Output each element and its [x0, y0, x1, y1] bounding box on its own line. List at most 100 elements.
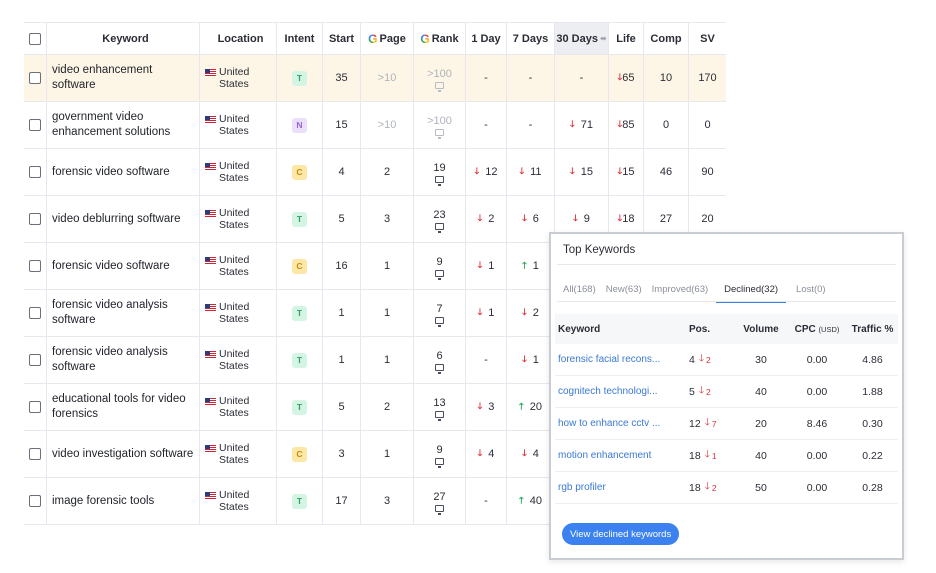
- top-keyword-link[interactable]: how to enhance cctv ...: [558, 418, 661, 429]
- days30-change: 🡓 71: [555, 102, 609, 148]
- life-change: 🡓 85: [618, 117, 635, 133]
- header-life[interactable]: Life: [609, 23, 644, 54]
- table-row[interactable]: video enhancement software United States T 3…: [24, 55, 726, 102]
- page-cell: 1: [361, 290, 414, 336]
- sv-value: 170: [698, 72, 717, 84]
- tab-lost[interactable]: Lost(0): [796, 284, 826, 295]
- start-cell: 5: [323, 384, 361, 430]
- intent-cell: T: [277, 55, 323, 101]
- table-row[interactable]: image forensic tools United States T 17 3 27 - 🡑…: [24, 478, 726, 525]
- rank-cell: 23: [414, 196, 466, 242]
- keyword-cell: video enhancement software: [47, 55, 200, 101]
- top-keyword-link[interactable]: cognitech technologi...: [558, 386, 658, 397]
- position-value: 18: [689, 481, 701, 494]
- sv-cell: 20: [689, 196, 726, 242]
- traffic-value: 0.22: [862, 449, 883, 462]
- table-row[interactable]: video deblurring software United States T 5 3…: [24, 196, 726, 243]
- row-checkbox[interactable]: [29, 119, 41, 131]
- location-text: United States: [219, 207, 249, 231]
- header-comp[interactable]: Comp: [644, 23, 689, 54]
- table-row[interactable]: government video enhancement solutions Un…: [24, 102, 726, 149]
- days30-change: -: [555, 55, 609, 101]
- position: 4 🡓 2: [689, 351, 735, 368]
- keyword-text[interactable]: forensic video analysis software: [52, 299, 168, 326]
- keyword-text[interactable]: forensic video software: [52, 259, 170, 272]
- header-30-days[interactable]: 30 Days ⬌: [555, 23, 609, 54]
- header-keyword-label: Keyword: [102, 32, 149, 45]
- row-checkbox[interactable]: [29, 495, 41, 507]
- position-change-value: 2: [706, 386, 711, 397]
- start-value: 1: [338, 354, 345, 366]
- keyword-text[interactable]: video investigation software: [52, 447, 194, 460]
- keyword-text[interactable]: government video enhancement solutions: [52, 111, 171, 138]
- top-keywords-body: forensic facial recons... 4 🡓 2 30 0.00 4.86 co…: [555, 344, 898, 504]
- desktop-icon: [435, 457, 444, 468]
- header-start[interactable]: Start: [323, 23, 361, 54]
- days7-change-value: 🡓 2: [522, 305, 539, 321]
- tab-all[interactable]: All(168): [563, 284, 596, 295]
- keyword-text[interactable]: educational tools for video forensics: [52, 393, 186, 420]
- row-checkbox[interactable]: [29, 307, 41, 319]
- header-intent[interactable]: Intent: [277, 23, 323, 54]
- days7-change-value: 🡓 11: [519, 164, 541, 180]
- top-keyword-link[interactable]: motion enhancement: [558, 450, 652, 461]
- position-change-value: 2: [711, 482, 717, 493]
- location-text: United States: [219, 113, 249, 137]
- day1-change-text: -: [484, 495, 488, 507]
- header-page[interactable]: G Page: [361, 23, 414, 54]
- tab-declined[interactable]: Declined(32): [716, 284, 787, 303]
- arrow-down-icon: 🡓: [617, 213, 623, 223]
- days7-change-value: 🡓 4: [522, 446, 539, 462]
- header-rank[interactable]: G Rank: [414, 23, 466, 54]
- days7-change-text: 40: [529, 495, 542, 507]
- header-7-days[interactable]: 7 Days: [507, 23, 555, 54]
- position-change: 🡓 2: [699, 383, 711, 400]
- select-all-checkbox[interactable]: [29, 32, 41, 45]
- cpc-value: 0.00: [806, 449, 828, 462]
- rank-cell: 9: [414, 243, 466, 289]
- day1-change: 🡓 12: [466, 149, 507, 195]
- location-line-2: States: [219, 407, 249, 419]
- desktop-icon: [435, 81, 444, 92]
- google-icon: G: [368, 31, 378, 46]
- table-row[interactable]: forensic video software United States C 4 2 19…: [24, 149, 726, 196]
- table-row[interactable]: forensic video analysis software United St…: [24, 337, 726, 384]
- keyword-text[interactable]: video deblurring software: [52, 212, 181, 225]
- row-checkbox[interactable]: [29, 401, 41, 413]
- arrow-down-icon: 🡓: [570, 166, 575, 176]
- day1-change: 🡓 1: [466, 290, 507, 336]
- rank-box: 9: [435, 444, 444, 468]
- row-checkbox[interactable]: [29, 448, 41, 460]
- arrow-down-icon: 🡓: [477, 260, 483, 270]
- location-cell: United States: [200, 102, 277, 148]
- row-checkbox[interactable]: [29, 166, 41, 178]
- header-keyword[interactable]: Keyword: [47, 23, 200, 54]
- keyword-text[interactable]: video enhancement software: [52, 64, 153, 91]
- row-checkbox[interactable]: [29, 72, 41, 84]
- top-keyword-link[interactable]: rgb profiler: [558, 482, 606, 493]
- arrow-down-icon: 🡓: [474, 166, 480, 176]
- days7-change-value: 🡓 1: [522, 352, 539, 368]
- start-cell: 1: [323, 290, 361, 336]
- table-row[interactable]: educational tools for video forensics Uni…: [24, 384, 726, 431]
- day1-change-value: -: [484, 354, 488, 366]
- comp-value: 0: [662, 119, 670, 131]
- row-checkbox[interactable]: [29, 213, 41, 225]
- intent-cell: N: [277, 102, 323, 148]
- header-sv[interactable]: SV: [689, 23, 726, 54]
- keyword-text[interactable]: forensic video analysis software: [52, 346, 168, 373]
- top-keyword-link[interactable]: forensic facial recons...: [558, 354, 661, 365]
- view-declined-keywords-button[interactable]: View declined keywords: [562, 523, 680, 545]
- tab-improved[interactable]: Improved(63): [651, 284, 709, 295]
- keyword-text[interactable]: image forensic tools: [52, 494, 155, 507]
- row-checkbox[interactable]: [29, 260, 41, 272]
- keyword-text[interactable]: forensic video software: [52, 165, 170, 178]
- page-cell: 1: [361, 431, 414, 477]
- tab-new[interactable]: New(63): [605, 284, 642, 295]
- header-1-day[interactable]: 1 Day: [466, 23, 507, 54]
- rank-cell: 6: [414, 337, 466, 383]
- row-checkbox[interactable]: [29, 354, 41, 366]
- table-header: Keyword Location Intent Start G Page G Ran…: [24, 23, 726, 55]
- sort-icon[interactable]: ⬌: [599, 34, 607, 43]
- header-location[interactable]: Location: [200, 23, 277, 54]
